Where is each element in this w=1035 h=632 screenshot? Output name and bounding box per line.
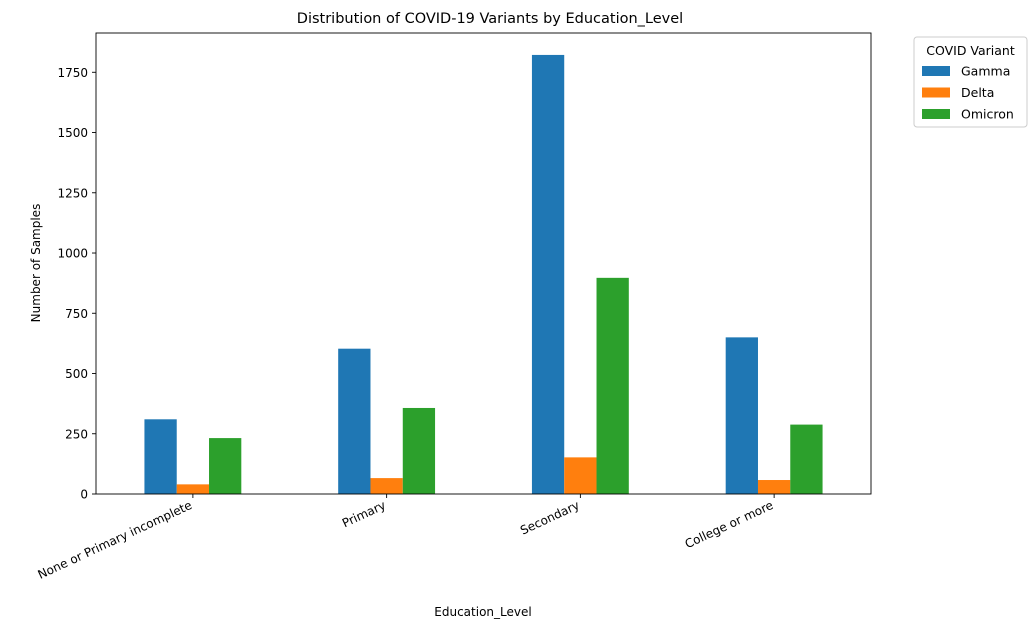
bar-delta	[176, 484, 210, 494]
legend-item-gamma: Gamma	[922, 64, 1010, 79]
bar-omicron	[402, 407, 436, 494]
bar-delta	[757, 480, 791, 494]
bar-delta	[370, 478, 403, 494]
legend-frame	[913, 36, 1028, 128]
series-omicron	[209, 277, 823, 494]
y-tick-label: 1500	[57, 126, 88, 140]
legend-swatch	[922, 109, 950, 119]
x-axis-label: Education_Level	[434, 605, 531, 619]
bar-delta	[564, 457, 597, 494]
chart-title: Distribution of COVID-19 Variants by Edu…	[297, 11, 683, 27]
legend-title: COVID Variant	[926, 43, 1015, 58]
x-tick-label: College or more	[683, 498, 776, 551]
bar-gamma	[338, 348, 371, 494]
legend-swatch	[922, 66, 950, 76]
series-delta	[176, 457, 791, 494]
x-tick-label: Secondary	[518, 498, 582, 538]
y-tick-label: 750	[65, 307, 88, 321]
plot-area: 0 250 500 750 1000 1250 1500 1750 None or Primar…	[36, 32, 872, 582]
y-axis-label: Number of Samples	[29, 204, 43, 323]
legend-swatch	[922, 87, 950, 98]
legend-label: Gamma	[961, 64, 1010, 79]
series-gamma	[144, 54, 758, 495]
bar-gamma	[725, 337, 758, 494]
x-tick-label: None or Primary incomplete	[36, 498, 195, 582]
y-tick-label: 1250	[57, 186, 88, 200]
legend-label: Delta	[961, 85, 994, 100]
y-tick-label: 1000	[57, 247, 88, 261]
legend-items: Gamma Delta Omicron	[922, 64, 1014, 122]
bar-omicron	[596, 277, 629, 494]
legend: COVID Variant Gamma Delta Omicron	[913, 36, 1028, 128]
axes-frame	[95, 32, 872, 495]
bar-omicron	[209, 438, 242, 494]
y-tick-label: 250	[65, 427, 88, 441]
x-tick-label: Primary	[340, 498, 388, 530]
bar-gamma	[531, 54, 565, 495]
legend-label: Omicron	[961, 107, 1014, 122]
legend-item-omicron: Omicron	[922, 107, 1014, 122]
legend-item-delta: Delta	[922, 85, 994, 100]
bar-omicron	[790, 424, 823, 494]
y-tick-label: 500	[65, 367, 88, 381]
y-tick-label: 1750	[57, 66, 88, 80]
bar-gamma	[144, 419, 177, 494]
y-tick-label: 0	[80, 488, 88, 502]
